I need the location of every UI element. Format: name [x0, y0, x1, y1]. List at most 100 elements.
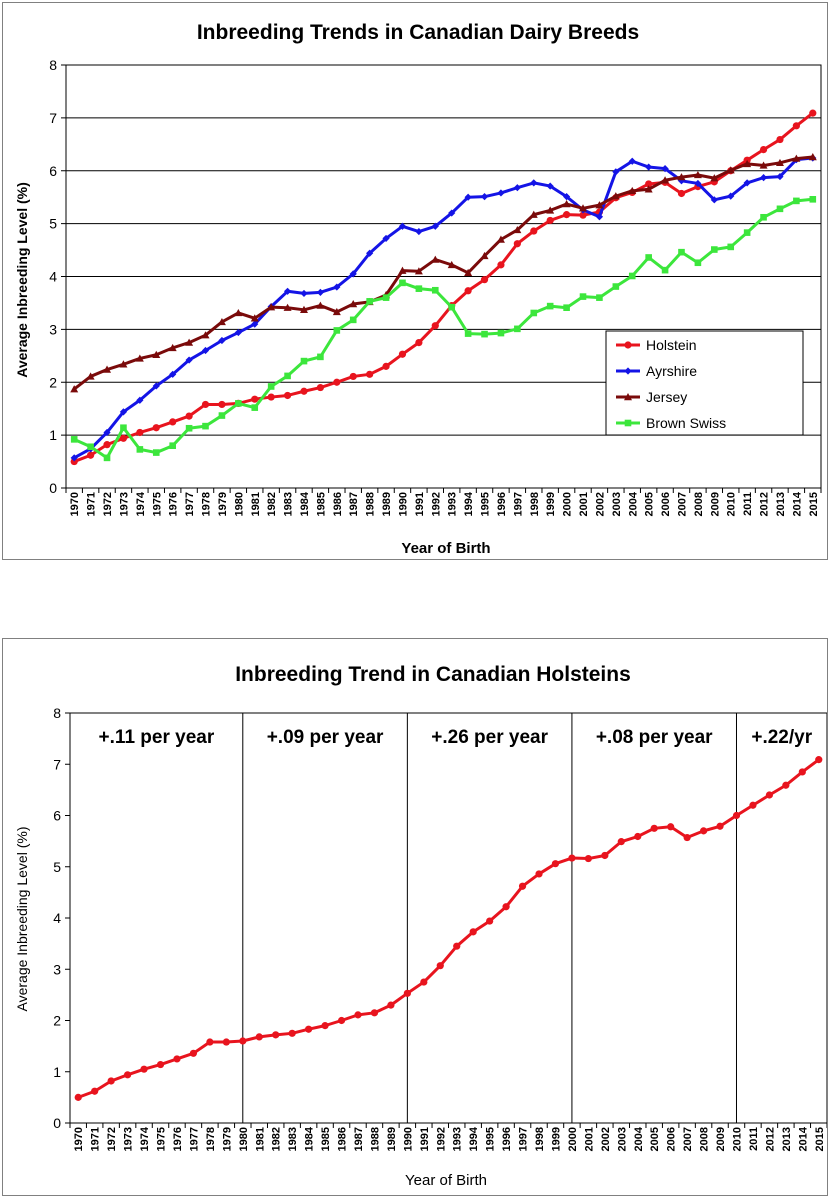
- data-point: [716, 822, 724, 830]
- data-point: [235, 400, 242, 407]
- data-point: [551, 860, 560, 868]
- data-point: [546, 182, 554, 190]
- x-tick-label: 1979: [217, 492, 229, 516]
- data-point: [123, 1071, 132, 1079]
- data-point: [103, 454, 111, 462]
- data-point: [710, 196, 718, 204]
- x-tick-label: 2002: [600, 1127, 612, 1151]
- data-point: [206, 1038, 214, 1046]
- breeds-chart-svg: Inbreeding Trends in Canadian Dairy Bree…: [14, 21, 822, 557]
- data-point: [486, 917, 494, 925]
- series-line-ayrshire: [73, 156, 813, 460]
- x-tick-label: 1988: [369, 1127, 381, 1151]
- data-point: [749, 801, 757, 809]
- data-point: [349, 372, 357, 381]
- data-point: [218, 400, 226, 409]
- x-tick-label: 1991: [419, 1127, 431, 1151]
- data-point: [782, 781, 790, 789]
- data-point: [239, 1037, 247, 1045]
- x-tick-label: 1989: [381, 492, 393, 516]
- data-point: [414, 267, 423, 275]
- x-tick-label: 1970: [69, 492, 81, 516]
- x-tick-label: 1997: [518, 1127, 530, 1151]
- data-point: [568, 854, 576, 862]
- y-tick-label: 0: [53, 1115, 61, 1131]
- data-point: [481, 330, 488, 338]
- data-point: [431, 255, 440, 263]
- data-point: [300, 289, 308, 298]
- data-point: [316, 383, 325, 392]
- data-point: [530, 179, 538, 187]
- x-tick-label: 2013: [781, 1127, 793, 1151]
- data-point: [387, 1001, 395, 1009]
- data-point: [497, 261, 505, 269]
- data-point: [354, 1011, 362, 1019]
- x-tick-label: 1996: [501, 1127, 513, 1151]
- data-point: [283, 391, 292, 400]
- x-axis-label: Year of Birth: [405, 1172, 487, 1189]
- data-point: [497, 189, 505, 197]
- data-point: [288, 1029, 296, 1037]
- data-point: [251, 395, 259, 403]
- x-tick-label: 2005: [644, 492, 656, 516]
- data-point: [634, 832, 642, 841]
- data-point: [74, 1093, 82, 1101]
- y-tick-label: 0: [49, 480, 57, 496]
- data-point: [415, 285, 423, 292]
- x-tick-label: 2011: [742, 492, 754, 516]
- data-point: [86, 372, 95, 380]
- data-point: [267, 303, 276, 311]
- data-point: [759, 161, 768, 169]
- data-point: [349, 270, 357, 278]
- data-point: [546, 302, 554, 310]
- data-point: [743, 179, 751, 187]
- data-point: [366, 298, 373, 305]
- x-tick-label: 2003: [616, 1127, 628, 1151]
- holsteins-chart-svg: Inbreeding Trend in Canadian Holsteins A…: [14, 663, 827, 1189]
- y-tick-label: 5: [49, 216, 57, 232]
- x-tick-label: 2001: [578, 492, 590, 516]
- data-point: [562, 193, 571, 201]
- x-tick-label: 1994: [468, 1126, 480, 1151]
- data-point: [601, 851, 609, 860]
- plot-frame: [69, 712, 827, 1124]
- x-tick-label: 1989: [386, 1127, 398, 1151]
- data-point: [611, 192, 620, 200]
- data-point: [70, 436, 78, 443]
- data-point: [420, 978, 428, 986]
- x-tick-label: 1994: [463, 491, 475, 516]
- data-point: [469, 928, 477, 936]
- data-point: [333, 283, 341, 291]
- y-tick-label: 6: [53, 808, 61, 824]
- x-tick-label: 1988: [365, 492, 377, 516]
- data-point: [683, 833, 691, 842]
- data-point: [563, 304, 570, 311]
- data-point: [743, 229, 751, 236]
- data-point: [156, 1060, 165, 1069]
- data-point: [382, 294, 390, 301]
- x-tick-label: 1983: [283, 492, 295, 516]
- data-point: [152, 350, 161, 358]
- data-point: [502, 903, 510, 911]
- data-point: [321, 1022, 329, 1030]
- x-tick-label: 1984: [299, 491, 311, 516]
- x-tick-label: 1972: [106, 1127, 118, 1151]
- legend-marker: [624, 419, 632, 427]
- data-point: [579, 293, 587, 300]
- period-annotation: +.08 per year: [596, 727, 713, 748]
- data-point: [661, 165, 669, 173]
- x-tick-label: 2004: [633, 1126, 645, 1151]
- data-point: [480, 276, 489, 284]
- data-point: [579, 211, 587, 219]
- y-tick-label: 4: [53, 910, 61, 926]
- legend-box: [605, 330, 804, 436]
- x-tick-label: 2014: [797, 1126, 809, 1151]
- x-tick-label: 1985: [320, 1127, 332, 1151]
- data-point: [152, 382, 160, 390]
- legend-label: Jersey: [646, 389, 687, 405]
- x-tick-label: 1985: [315, 492, 327, 516]
- x-tick-label: 1976: [172, 1127, 184, 1151]
- data-point: [529, 210, 538, 218]
- data-point: [711, 246, 718, 253]
- x-tick-label: 1992: [435, 1127, 447, 1151]
